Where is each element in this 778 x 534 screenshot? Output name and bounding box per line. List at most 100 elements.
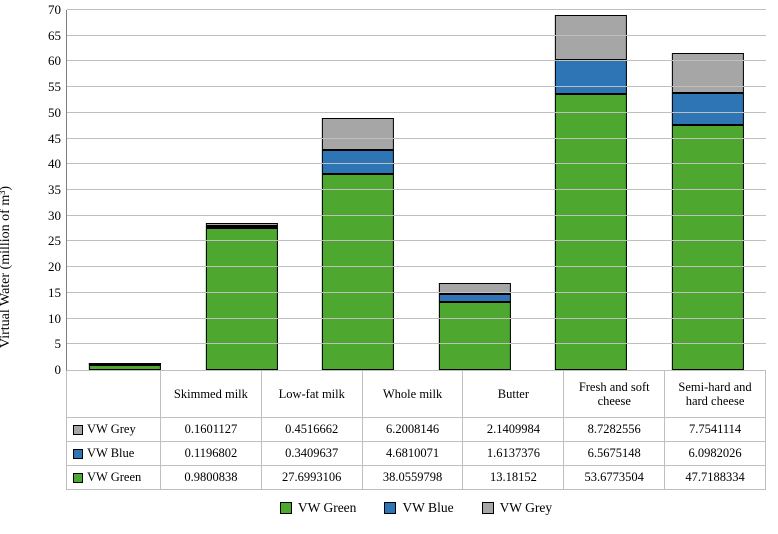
grid-line [67, 343, 766, 344]
bar-segment-blue [672, 93, 744, 124]
table-value-cell: 27.6993106 [262, 466, 363, 489]
series-label: VW Blue [87, 446, 134, 461]
bar-stack [672, 53, 744, 370]
grid-line [67, 112, 766, 113]
y-tick-label: 15 [48, 285, 67, 301]
series-swatch-icon [73, 449, 83, 459]
grid-line [67, 215, 766, 216]
grid-line [67, 9, 766, 10]
bar-cell [417, 10, 534, 370]
table-category-header: Whole milk [363, 371, 464, 417]
virtual-water-chart: Virtual Water (million of m³) 0510152025… [0, 0, 778, 534]
table-series-header: VW Blue [67, 442, 161, 465]
grid-line [67, 240, 766, 241]
bar-segment-green [89, 365, 161, 370]
bar-cell [67, 10, 184, 370]
legend-item: VW Grey [482, 500, 553, 516]
bar-cell [650, 10, 767, 370]
legend-item: VW Green [280, 500, 357, 516]
plot-and-tables: 0510152025303540455055606570 Skimmed mil… [66, 10, 766, 516]
y-tick-label: 35 [48, 182, 67, 198]
table-category-header: Skimmed milk [161, 371, 262, 417]
y-tick-label: 50 [48, 105, 67, 121]
series-swatch-icon [73, 473, 83, 483]
legend-item: VW Blue [384, 500, 453, 516]
table-value-cell: 38.0559798 [363, 466, 464, 489]
bar-segment-green [555, 94, 627, 370]
legend-swatch-icon [482, 502, 494, 514]
grid-line [67, 138, 766, 139]
table-category-header: Semi-hard and hard cheese [665, 371, 765, 417]
plot-area: 0510152025303540455055606570 [66, 10, 766, 371]
legend-label: VW Green [298, 500, 357, 516]
y-tick-label: 20 [48, 259, 67, 275]
bar-segment-grey [555, 15, 627, 60]
series-label: VW Grey [87, 422, 136, 437]
grid-line [67, 292, 766, 293]
table-category-header: Fresh and soft cheese [564, 371, 665, 417]
y-tick-label: 0 [55, 362, 68, 378]
series-swatch-icon [73, 425, 83, 435]
y-tick-label: 55 [48, 79, 67, 95]
legend: VW Green VW Blue VW Grey [66, 500, 766, 516]
legend-swatch-icon [384, 502, 396, 514]
grid-line [67, 163, 766, 164]
y-axis-label: Virtual Water (million of m³) [0, 186, 14, 348]
table-value-cell: 13.18152 [463, 466, 564, 489]
bar-segment-grey [672, 53, 744, 93]
bar-segment-green [439, 302, 511, 370]
bar-cell [300, 10, 417, 370]
bar-segment-blue [322, 150, 394, 174]
grid-line [67, 266, 766, 267]
table-value-cell: 0.9800838 [161, 466, 262, 489]
bar-segment-green [322, 174, 394, 370]
bar-stack [206, 223, 278, 370]
bar-segment-blue [555, 60, 627, 94]
table-value-cell: 1.6137376 [463, 442, 564, 465]
table-value-cell: 0.1196802 [161, 442, 262, 465]
table-value-cell: 0.4516662 [262, 418, 363, 441]
legend-label: VW Grey [500, 500, 553, 516]
bar-cell [533, 10, 650, 370]
bar-stack [322, 118, 394, 370]
data-table: Skimmed milkLow-fat milkWhole milkButter… [66, 371, 766, 490]
table-value-cell: 0.1601127 [161, 418, 262, 441]
series-label: VW Green [87, 470, 141, 485]
grid-line [67, 86, 766, 87]
table-value-cell: 8.7282556 [564, 418, 665, 441]
table-series-header: VW Green [67, 466, 161, 489]
table-value-cell: 6.5675148 [564, 442, 665, 465]
grid-line [67, 318, 766, 319]
y-tick-label: 40 [48, 156, 67, 172]
y-tick-label: 10 [48, 311, 67, 327]
table-category-header: Low-fat milk [262, 371, 363, 417]
bar-segment-blue [439, 294, 511, 302]
bar-stack [439, 283, 511, 370]
table-row: VW Grey 0.16011270.45166626.20081462.1409… [67, 417, 765, 441]
y-tick-label: 45 [48, 131, 67, 147]
bar-segment-green [206, 228, 278, 370]
table-value-cell: 47.7188334 [665, 466, 765, 489]
grid-line [67, 35, 766, 36]
bar-stack [89, 363, 161, 370]
table-row: VW Green 0.980083827.699310638.055979813.… [67, 465, 765, 489]
y-tick-label: 60 [48, 53, 67, 69]
legend-label: VW Blue [402, 500, 453, 516]
y-tick-label: 25 [48, 233, 67, 249]
table-value-cell: 6.0982026 [665, 442, 765, 465]
table-category-header: Butter [463, 371, 564, 417]
table-value-cell: 2.1409984 [463, 418, 564, 441]
y-tick-label: 30 [48, 208, 67, 224]
table-corner-cell [67, 371, 161, 417]
y-tick-label: 5 [55, 336, 68, 352]
table-value-cell: 6.2008146 [363, 418, 464, 441]
bar-segment-green [672, 125, 744, 370]
table-value-cell: 7.7541114 [665, 418, 765, 441]
table-row: VW Blue0.11968020.34096374.68100711.6137… [67, 441, 765, 465]
legend-swatch-icon [280, 502, 292, 514]
bar-cell [184, 10, 301, 370]
bar-segment-grey [322, 118, 394, 150]
table-value-cell: 0.3409637 [262, 442, 363, 465]
table-value-cell: 53.6773504 [564, 466, 665, 489]
bars-layer [67, 10, 766, 370]
